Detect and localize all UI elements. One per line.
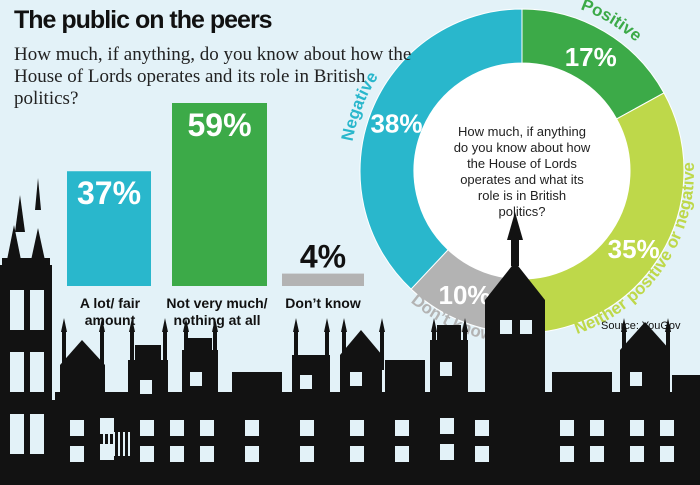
bar-category-label-0: A lot/ fair amount [79, 295, 141, 328]
bar-1 [172, 103, 267, 286]
bar-value-label-2: 4% [300, 239, 346, 275]
donut-value-label-3: 38% [370, 108, 422, 138]
donut-value-label-0: 17% [565, 42, 617, 72]
donut-value-label-1: 35% [608, 234, 660, 264]
bar-category-label-2: Don’t know [285, 295, 361, 311]
donut-value-label-2: 10% [438, 280, 490, 310]
bar-0 [67, 171, 151, 286]
bar-chart: 37% 59% 4% [67, 103, 364, 286]
donut-center-question: How much, if anything do you know about h… [454, 124, 591, 219]
donut-slice-3 [359, 8, 523, 290]
question-subtitle: How much, if anything, do you know about… [14, 44, 412, 109]
bar-2 [282, 273, 364, 286]
source-note: Source: YouGov [601, 320, 681, 332]
bar-value-label-0: 37% [77, 175, 141, 211]
bar-category-label-1: Not very much/ nothing at all [166, 295, 268, 328]
page-title: The public on the peers [14, 6, 273, 34]
bar-value-label-1: 59% [187, 107, 251, 143]
parliament-silhouette [0, 178, 700, 485]
donut-center [414, 63, 630, 279]
